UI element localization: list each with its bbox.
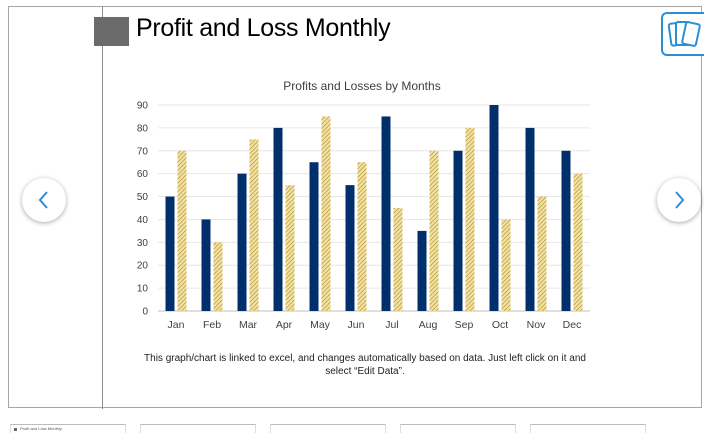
next-slide-button[interactable]	[657, 178, 701, 222]
thumbnail-strip: Profit and Loss Monthly	[0, 424, 704, 433]
slide-thumbnail[interactable]	[530, 424, 646, 433]
bar[interactable]	[249, 139, 259, 311]
slide-thumbnail[interactable]: Profit and Loss Monthly	[10, 424, 126, 433]
bar[interactable]	[165, 196, 175, 311]
bar[interactable]	[489, 105, 499, 311]
x-tick-label: Nov	[527, 319, 546, 331]
bar[interactable]	[237, 173, 247, 311]
bar[interactable]	[357, 162, 367, 311]
cards-icon	[667, 21, 701, 47]
y-tick-label: 60	[137, 169, 149, 180]
bar[interactable]	[453, 150, 463, 311]
y-tick-label: 30	[137, 238, 149, 249]
bar[interactable]	[309, 162, 319, 311]
bar[interactable]	[273, 127, 283, 311]
slide-canvas	[8, 6, 702, 408]
x-tick-label: Aug	[419, 319, 438, 331]
bar[interactable]	[177, 150, 187, 311]
y-tick-label: 0	[142, 307, 148, 318]
x-tick-label: Sep	[455, 319, 474, 331]
x-tick-label: Feb	[203, 319, 221, 331]
cards-button[interactable]	[661, 12, 704, 56]
bar[interactable]	[201, 219, 211, 311]
thumbnail-accent	[14, 428, 17, 431]
previous-slide-button[interactable]	[22, 178, 66, 222]
bar[interactable]	[429, 150, 439, 311]
bar[interactable]	[465, 127, 475, 311]
x-tick-label: Dec	[563, 319, 582, 331]
y-tick-label: 70	[137, 146, 149, 157]
x-tick-label: Apr	[276, 319, 293, 331]
bar[interactable]	[573, 173, 583, 311]
y-tick-label: 10	[137, 284, 149, 295]
x-tick-label: Oct	[492, 319, 508, 331]
x-tick-label: Jun	[348, 319, 365, 331]
chart-caption: This graph/chart is linked to excel, and…	[144, 353, 586, 377]
y-tick-label: 40	[137, 215, 149, 226]
bar[interactable]	[321, 116, 331, 311]
chart-title: Profits and Losses by Months	[283, 79, 440, 93]
y-tick-label: 50	[137, 192, 149, 203]
x-tick-label: Jan	[168, 319, 185, 331]
x-tick-label: May	[310, 319, 331, 331]
slide-thumbnail[interactable]	[140, 424, 256, 433]
bar[interactable]	[501, 219, 511, 311]
x-tick-label: Jul	[385, 319, 398, 331]
bar[interactable]	[285, 185, 295, 311]
bar[interactable]	[537, 196, 547, 311]
bar[interactable]	[525, 127, 535, 311]
y-tick-label: 20	[137, 261, 149, 272]
page-title: Profit and Loss Monthly	[136, 14, 391, 42]
title-accent-block	[94, 17, 129, 46]
chevron-right-icon	[675, 191, 685, 209]
y-tick-label: 80	[137, 123, 149, 134]
guide-line	[102, 6, 103, 409]
bar[interactable]	[393, 208, 403, 311]
thumbnail-label: Profit and Loss Monthly	[20, 426, 62, 431]
profit-loss-chart[interactable]: Profits and Losses by Months 0 10 20 30 40 50…	[120, 75, 600, 340]
bar[interactable]	[213, 242, 223, 311]
bar[interactable]	[561, 150, 571, 311]
slide-thumbnail[interactable]	[270, 424, 386, 433]
bar[interactable]	[345, 185, 355, 311]
x-tick-label: Mar	[239, 319, 258, 331]
bar[interactable]	[381, 116, 391, 311]
chevron-left-icon	[38, 191, 48, 209]
bar[interactable]	[417, 230, 427, 311]
slide-thumbnail[interactable]	[400, 424, 516, 433]
y-tick-label: 90	[137, 101, 149, 112]
